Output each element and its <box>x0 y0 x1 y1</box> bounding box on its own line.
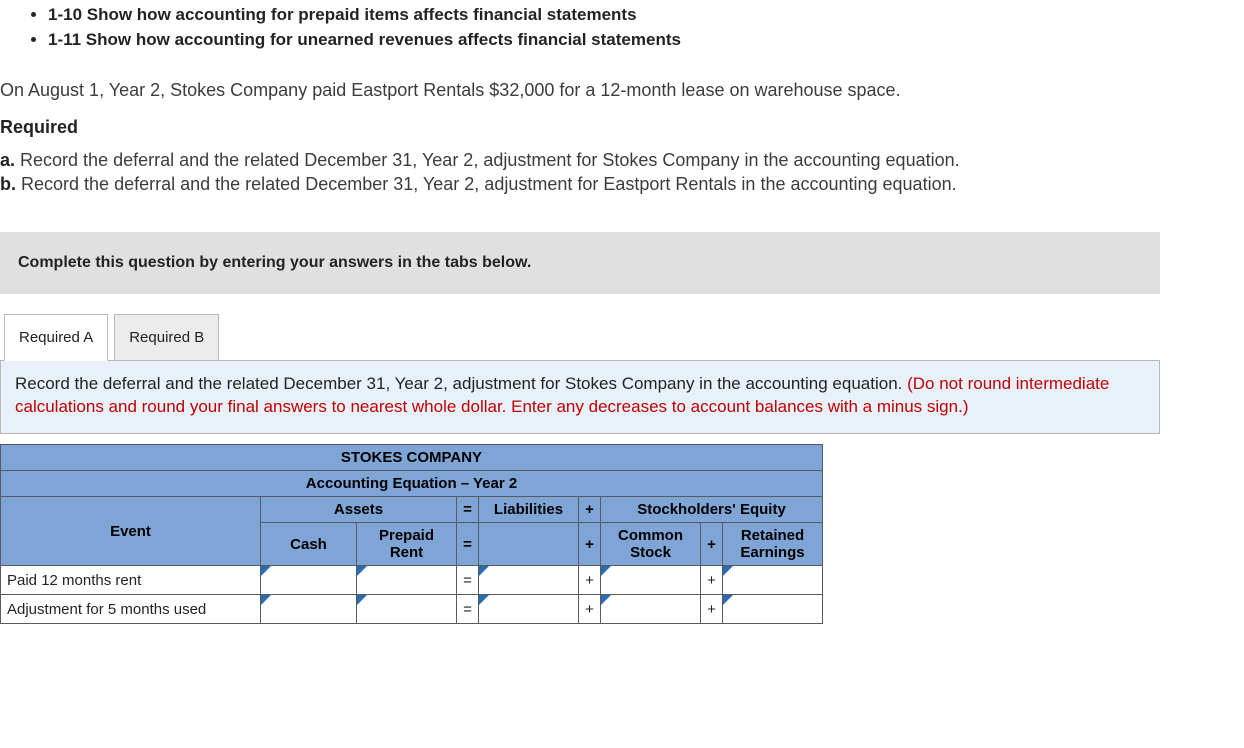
plus-sign: + <box>701 566 723 595</box>
req-b-text: Record the deferral and the related Dece… <box>21 174 957 194</box>
eq-sign: = <box>457 566 479 595</box>
col-assets: Assets <box>261 497 457 523</box>
plus-sign: + <box>579 566 601 595</box>
col-cash: Cash <box>261 523 357 566</box>
table-company: STOKES COMPANY <box>1 445 823 471</box>
requirement-b: b. Record the deferral and the related D… <box>0 172 1244 196</box>
instruction-panel: Record the deferral and the related Dece… <box>0 360 1160 434</box>
eq-sign: = <box>457 523 479 566</box>
required-heading: Required <box>0 117 1244 138</box>
liabilities-sub <box>479 523 579 566</box>
objective-item: 1-10 Show how accounting for prepaid ite… <box>48 4 1244 27</box>
row-paid-rent: Paid 12 months rent <box>1 566 261 595</box>
tab-row: Required A Required B <box>0 314 1244 361</box>
table-subtitle: Accounting Equation – Year 2 <box>1 471 823 497</box>
eq-sign: = <box>457 497 479 523</box>
scenario-text: On August 1, Year 2, Stokes Company paid… <box>0 80 1244 101</box>
plus-sign: + <box>701 523 723 566</box>
req-a-letter: a. <box>0 150 15 170</box>
plus-sign: + <box>579 497 601 523</box>
input-prepaid-r1[interactable] <box>363 570 450 590</box>
tab-required-a[interactable]: Required A <box>4 314 108 361</box>
col-retained-earnings: Retained Earnings <box>723 523 823 566</box>
input-prepaid-r2[interactable] <box>363 599 450 619</box>
col-common-stock: Common Stock <box>601 523 701 566</box>
objective-item: 1-11 Show how accounting for unearned re… <box>48 29 1244 52</box>
input-liab-r2[interactable] <box>485 599 572 619</box>
accounting-equation-table: STOKES COMPANY Accounting Equation – Yea… <box>0 444 823 624</box>
col-prepaid-rent: Prepaid Rent <box>357 523 457 566</box>
input-cs-r1[interactable] <box>607 570 694 590</box>
col-event: Event <box>1 497 261 566</box>
input-cs-r2[interactable] <box>607 599 694 619</box>
input-cash-r2[interactable] <box>267 599 350 619</box>
req-b-letter: b. <box>0 174 16 194</box>
input-liab-r1[interactable] <box>485 570 572 590</box>
tab-required-b[interactable]: Required B <box>114 314 219 361</box>
input-re-r1[interactable] <box>729 570 816 590</box>
plus-sign: + <box>701 595 723 624</box>
plus-sign: + <box>579 523 601 566</box>
instruction-band: Complete this question by entering your … <box>0 232 1160 294</box>
input-re-r2[interactable] <box>729 599 816 619</box>
col-liabilities: Liabilities <box>479 497 579 523</box>
input-cash-r1[interactable] <box>267 570 350 590</box>
panel-main-text: Record the deferral and the related Dece… <box>15 374 907 393</box>
eq-sign: = <box>457 595 479 624</box>
col-stockholders-equity: Stockholders' Equity <box>601 497 823 523</box>
req-a-text: Record the deferral and the related Dece… <box>20 150 960 170</box>
learning-objectives: 1-10 Show how accounting for prepaid ite… <box>24 4 1244 52</box>
plus-sign: + <box>579 595 601 624</box>
row-adjustment: Adjustment for 5 months used <box>1 595 261 624</box>
requirement-a: a. Record the deferral and the related D… <box>0 148 1244 172</box>
